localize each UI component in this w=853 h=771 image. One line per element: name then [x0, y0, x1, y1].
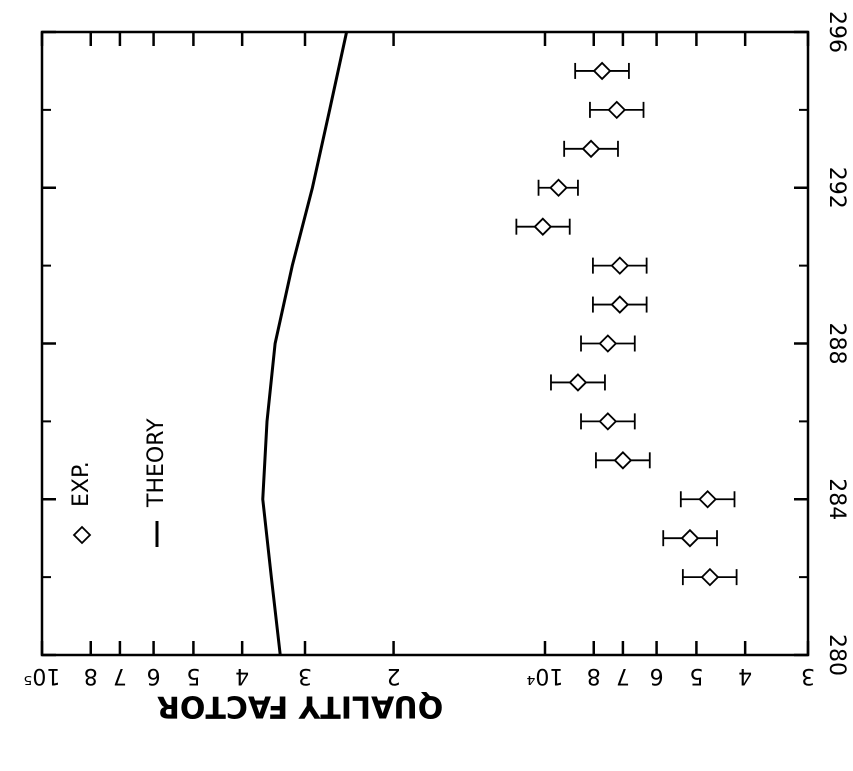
- data-point: [698, 489, 717, 509]
- x-tick-label: 292: [824, 167, 849, 209]
- y-tick-label: 4: [235, 663, 249, 688]
- theory-line: [261, 31, 349, 656]
- data-point: [581, 139, 601, 159]
- data-point: [533, 217, 553, 236]
- data-point: [680, 528, 700, 548]
- x-tick-label: 284: [824, 478, 849, 520]
- y-tick-label: 3: [801, 663, 815, 688]
- y-tick-label: 8: [84, 663, 98, 688]
- y-tick-label: 7: [616, 663, 630, 688]
- legend-marker: [72, 525, 92, 545]
- x-tick-label: 296: [824, 11, 849, 53]
- data-point: [598, 334, 618, 353]
- y-axis-label: QUALITY FACTOR: [157, 689, 443, 724]
- data-point: [568, 373, 588, 392]
- data-point: [549, 178, 568, 198]
- legend-label: EXP.: [69, 461, 94, 507]
- y-tick-label: 10⁴: [526, 663, 563, 688]
- data-point: [592, 61, 612, 81]
- plot-frame: [40, 30, 810, 657]
- y-tick-label: 4: [738, 663, 752, 688]
- data-point: [607, 100, 627, 120]
- y-tick-label: 7: [113, 663, 127, 688]
- data-point: [610, 295, 630, 314]
- x-tick-label: 288: [824, 323, 849, 365]
- x-tick-label: 280: [824, 634, 849, 676]
- y-tick-label: 3: [298, 663, 312, 688]
- data-point: [598, 412, 618, 431]
- y-tick-label: 2: [387, 663, 401, 688]
- legend-label: THEORY: [144, 418, 169, 508]
- y-tick-label: 10⁵: [24, 663, 61, 688]
- y-tick-label: 6: [650, 663, 664, 688]
- data-point: [610, 256, 630, 275]
- y-tick-label: 6: [147, 663, 161, 688]
- y-tick-label: 5: [689, 663, 703, 688]
- data-point: [700, 567, 720, 587]
- y-tick-label: 5: [186, 663, 200, 688]
- y-tick-label: 8: [587, 663, 601, 688]
- data-point: [613, 451, 633, 470]
